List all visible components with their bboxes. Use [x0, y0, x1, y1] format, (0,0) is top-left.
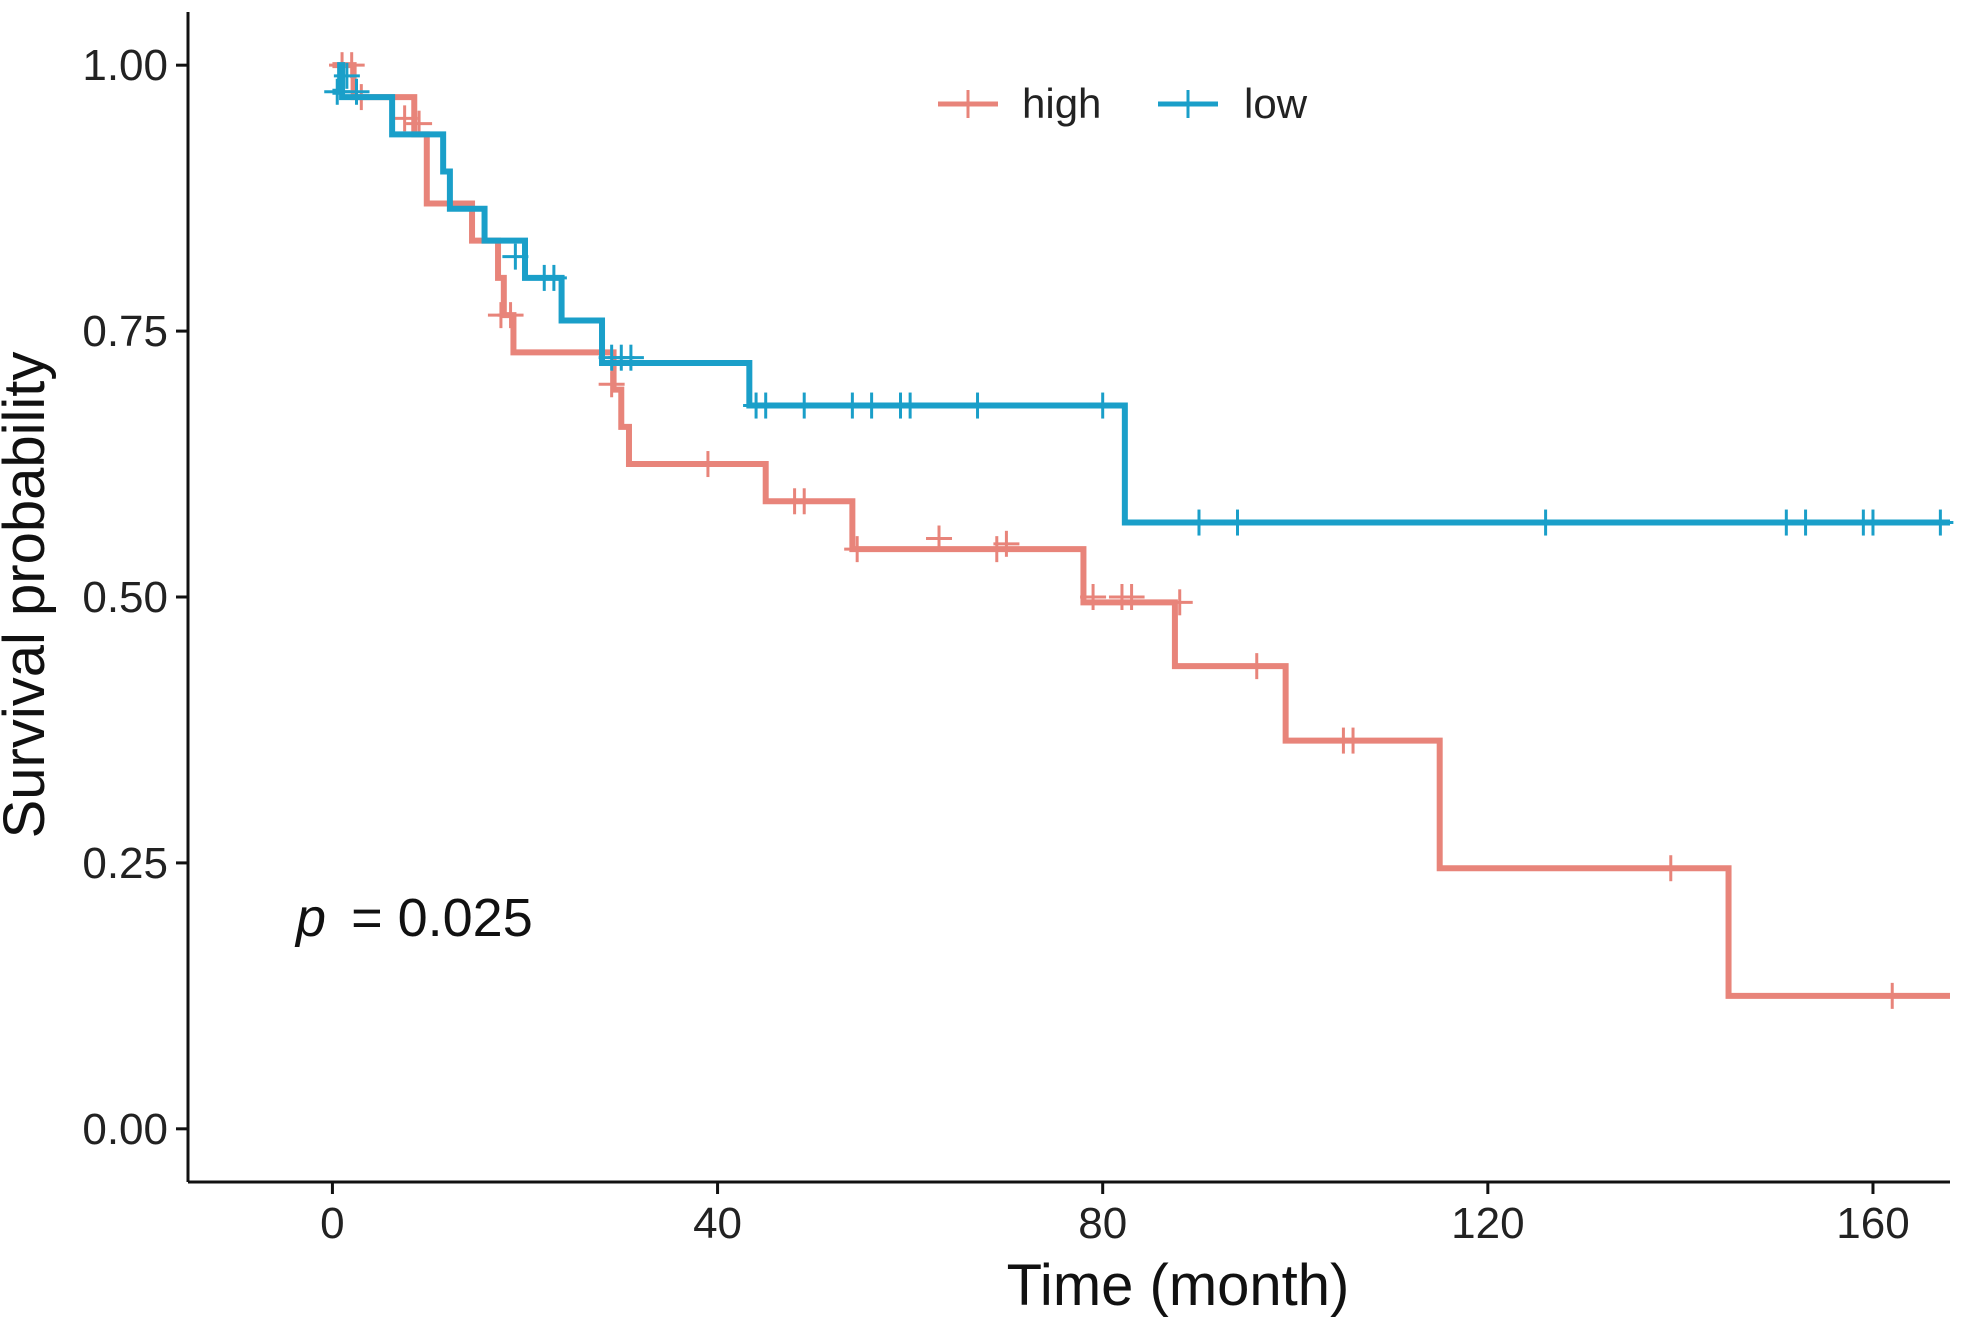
- survival-curves: [324, 52, 1954, 1009]
- legend-label-high: high: [1022, 80, 1101, 127]
- y-tick-label: 1.00: [82, 41, 168, 90]
- plot-area: 0.00 0.25 0.50 0.75 1.00 0 40 80 120 160: [82, 12, 1954, 1248]
- legend-item-low: low: [1158, 80, 1308, 127]
- y-axis-title: Survival probability: [0, 352, 57, 839]
- x-tick-label: 40: [693, 1199, 742, 1248]
- legend-label-low: low: [1244, 80, 1308, 127]
- p-value-symbol: p: [294, 888, 326, 948]
- legend: high low: [938, 80, 1308, 127]
- series-high: [329, 52, 1950, 1009]
- x-axis-title: Time (month): [1007, 1253, 1350, 1318]
- y-tick-label: 0.00: [82, 1105, 168, 1154]
- x-axis-ticks: 0 40 80 120 160: [320, 1182, 1910, 1248]
- y-tick-label: 0.25: [82, 839, 168, 888]
- y-tick-label: 0.75: [82, 307, 168, 356]
- x-tick-label: 80: [1078, 1199, 1127, 1248]
- x-tick-label: 0: [320, 1199, 344, 1248]
- y-axis-ticks: 0.00 0.25 0.50 0.75 1.00: [82, 41, 188, 1154]
- x-tick-label: 120: [1451, 1199, 1524, 1248]
- x-tick-label: 160: [1836, 1199, 1909, 1248]
- p-value-annotation: p = 0.025: [294, 888, 533, 948]
- series-low: [324, 62, 1954, 536]
- survival-line-low: [332, 62, 1950, 526]
- p-value-text: = 0.025: [351, 888, 533, 948]
- survival-line-high: [332, 62, 1950, 999]
- y-tick-label: 0.50: [82, 573, 168, 622]
- legend-item-high: high: [938, 80, 1101, 127]
